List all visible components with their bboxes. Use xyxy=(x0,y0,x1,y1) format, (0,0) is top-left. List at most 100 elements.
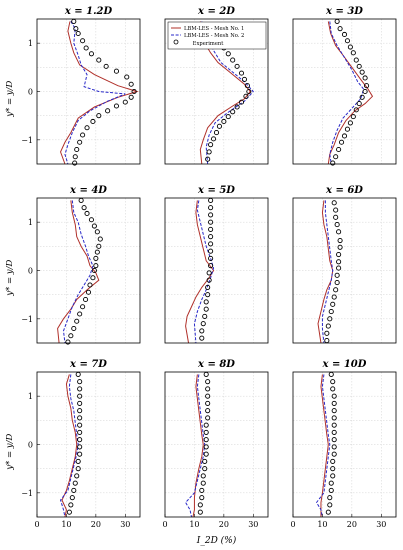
experiment-point xyxy=(211,136,217,142)
experiment-point xyxy=(328,487,334,493)
experiment-point xyxy=(337,244,343,250)
experiment-point xyxy=(324,338,330,344)
experiment-point xyxy=(93,255,99,261)
axes-frame xyxy=(292,197,397,344)
experiment-point xyxy=(203,444,209,450)
experiment-point xyxy=(362,88,368,95)
experiment-point xyxy=(205,292,211,298)
experiment-point xyxy=(131,88,137,95)
experiment-point xyxy=(206,149,212,155)
experiment-point xyxy=(244,83,250,89)
experiment-point xyxy=(113,103,120,109)
series-mesh2-line xyxy=(315,374,331,518)
experiment-point xyxy=(324,330,330,336)
experiment-point xyxy=(83,45,89,51)
experiment-point xyxy=(93,263,99,269)
panel-9: x = 10D 0 10 20 30 xyxy=(290,359,397,529)
series-mesh2-line xyxy=(62,200,94,344)
experiment-point xyxy=(330,386,336,392)
y-tick-label: −1 xyxy=(21,315,33,324)
experiment-point xyxy=(334,18,340,24)
experiment-point xyxy=(103,63,109,69)
experiment-point xyxy=(353,107,359,113)
experiment-point xyxy=(221,118,227,125)
experiment-point xyxy=(203,437,209,443)
experiment-point xyxy=(71,18,77,24)
legend-label: Experiment xyxy=(193,41,225,47)
experiment-point xyxy=(75,371,81,377)
experiment-point xyxy=(77,139,83,145)
experiment-point xyxy=(333,207,339,213)
experiment-point xyxy=(327,502,333,508)
experiment-point xyxy=(96,57,102,63)
experiment-point xyxy=(77,311,83,317)
axes-frame xyxy=(164,18,269,165)
panel-6: x = 6D xyxy=(292,185,397,344)
experiment-point xyxy=(344,126,350,132)
experiment-point xyxy=(331,393,337,399)
panel-5: x = 5D xyxy=(164,185,269,344)
panel-4: x = 4D 1 0 −1 y* = y/D xyxy=(5,185,141,345)
experiment-point xyxy=(208,241,214,247)
x-tick-label: 10 xyxy=(317,520,327,529)
experiment-point xyxy=(90,275,96,281)
x-tick-label: 0 xyxy=(162,520,167,529)
experiment-point xyxy=(206,277,212,283)
experiment-point xyxy=(208,212,214,218)
y-axis-label: y* = y/D xyxy=(5,260,15,297)
experiment-point xyxy=(331,415,337,421)
experiment-point xyxy=(341,133,348,139)
experiment-point xyxy=(73,26,79,32)
experiment-point xyxy=(330,458,336,464)
panel-1: x = 1.2D 1 0 −1 y* = y/D xyxy=(5,6,141,166)
experiment-point xyxy=(341,31,348,38)
experiment-point xyxy=(330,473,336,479)
experiment-point xyxy=(68,502,74,508)
experiment-point xyxy=(74,146,80,153)
y-axis-label: y* = y/D xyxy=(5,81,15,118)
experiment-point xyxy=(69,495,75,501)
experiment-point xyxy=(75,30,81,37)
experiment-point xyxy=(333,287,339,293)
experiment-point xyxy=(75,466,81,472)
experiment-point xyxy=(225,114,231,120)
experiment-point xyxy=(331,422,337,428)
panel-title: x = 1.2D xyxy=(64,6,113,17)
panel-title: x = 8D xyxy=(197,359,235,370)
experiment-point xyxy=(347,44,353,50)
experiment-point xyxy=(72,480,78,486)
experiment-point xyxy=(331,437,337,443)
experiment-point xyxy=(88,51,94,57)
series-mesh2-line xyxy=(321,200,334,344)
experiment-point xyxy=(331,429,337,435)
experiment-point xyxy=(328,309,334,315)
experiment-point xyxy=(122,99,128,105)
experiment-point xyxy=(77,444,83,450)
experiment-point xyxy=(328,480,334,486)
experiment-point xyxy=(241,76,248,82)
experiment-point xyxy=(205,379,211,385)
experiment-point xyxy=(331,408,337,414)
experiment-point xyxy=(85,289,92,295)
experiment-point xyxy=(208,219,214,225)
experiment-point xyxy=(74,473,80,479)
experiment-point xyxy=(74,318,80,324)
experiment-point xyxy=(331,444,337,450)
experiment-point xyxy=(94,249,100,255)
x-tick-label: 20 xyxy=(347,520,357,529)
experiment-point xyxy=(77,451,83,457)
x-tick-label: 0 xyxy=(290,520,295,529)
x-tick-label: 10 xyxy=(189,520,199,529)
experiment-point xyxy=(330,160,336,166)
experiment-point xyxy=(84,210,90,217)
experiment-point xyxy=(330,466,336,472)
experiment-point xyxy=(339,139,345,145)
experiment-point xyxy=(203,451,209,457)
experiment-point xyxy=(78,197,84,203)
x-tick-label: 20 xyxy=(219,520,229,529)
experiment-point xyxy=(91,267,97,274)
experiment-point xyxy=(205,408,211,414)
experiment-point xyxy=(350,114,356,120)
experiment-point xyxy=(81,205,87,211)
experiment-point xyxy=(356,101,362,107)
